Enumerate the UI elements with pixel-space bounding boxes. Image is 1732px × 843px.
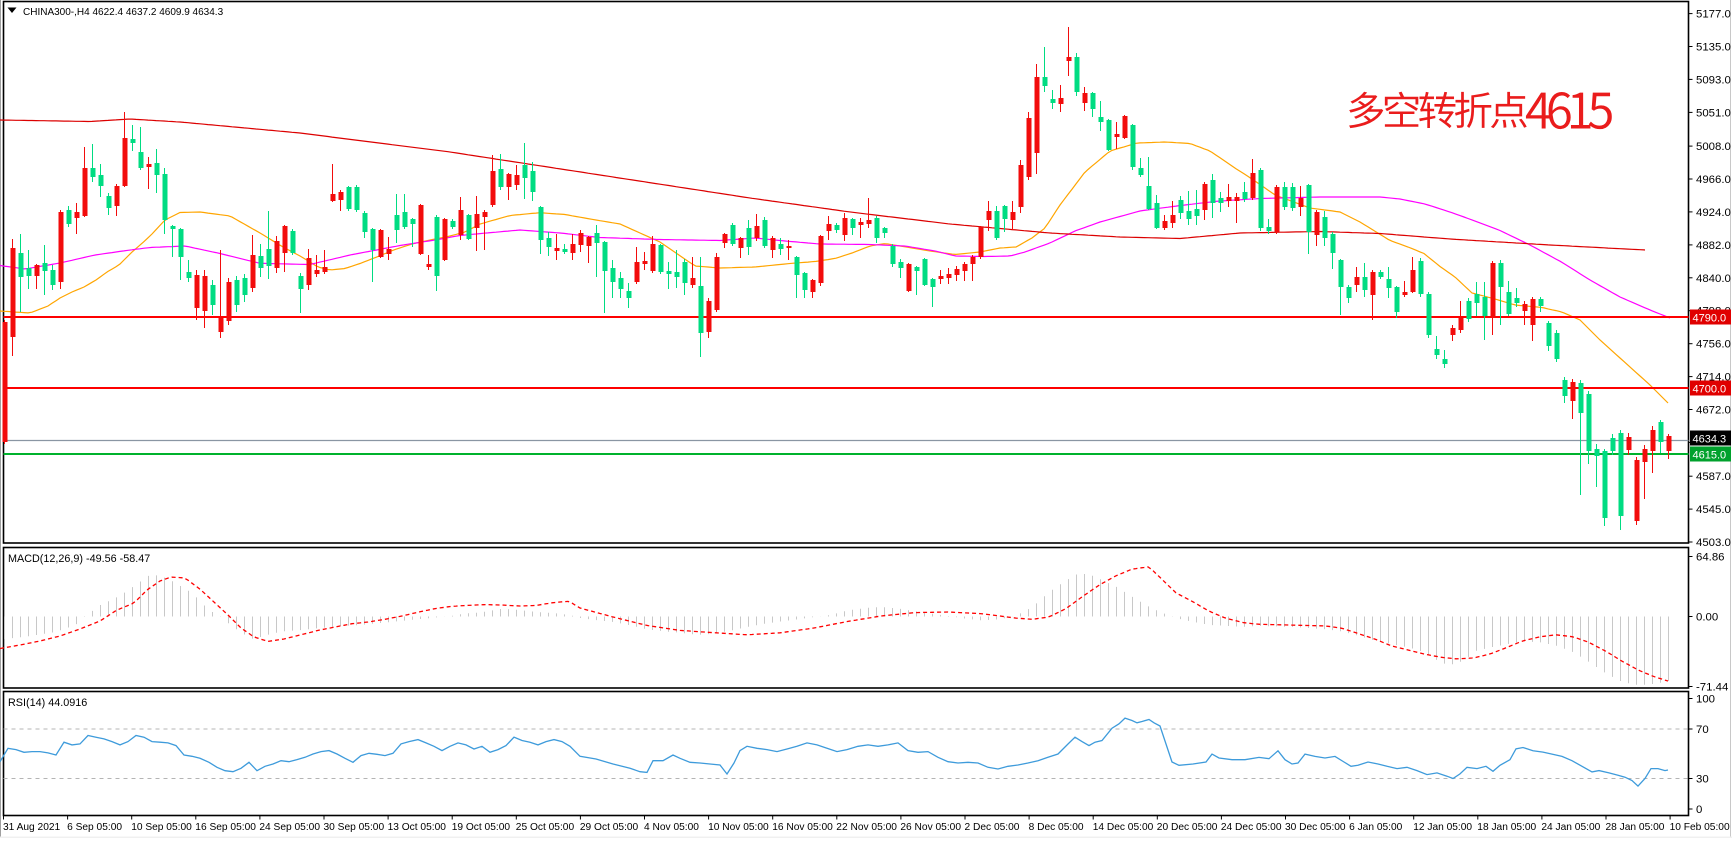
svg-text:5008.0: 5008.0	[1696, 141, 1731, 153]
svg-text:4700.0: 4700.0	[1693, 384, 1727, 396]
svg-text:0.00: 0.00	[1696, 612, 1718, 624]
svg-text:5135.0: 5135.0	[1696, 42, 1731, 54]
svg-text:30: 30	[1696, 774, 1709, 786]
svg-text:18 Jan 05:00: 18 Jan 05:00	[1477, 822, 1536, 833]
svg-text:4924.0: 4924.0	[1696, 207, 1731, 219]
svg-text:4634.3: 4634.3	[1693, 434, 1727, 446]
svg-text:20 Dec 05:00: 20 Dec 05:00	[1157, 822, 1218, 833]
svg-text:10 Feb 05:00: 10 Feb 05:00	[1670, 822, 1730, 833]
svg-text:RSI(14) 44.0916: RSI(14) 44.0916	[8, 697, 87, 709]
svg-text:CHINA300-,H4 4622.4 4637.2 46: CHINA300-,H4 4622.4 4637.2 4609.9 4634.3	[23, 7, 224, 18]
svg-text:16 Nov 05:00: 16 Nov 05:00	[772, 822, 833, 833]
svg-text:10 Nov 05:00: 10 Nov 05:00	[708, 822, 769, 833]
svg-text:6 Sep 05:00: 6 Sep 05:00	[67, 822, 122, 833]
svg-text:0: 0	[1696, 804, 1702, 816]
svg-text:100: 100	[1696, 694, 1715, 706]
svg-text:5051.0: 5051.0	[1696, 107, 1731, 119]
svg-text:4545.0: 4545.0	[1696, 504, 1731, 516]
svg-text:22 Nov 05:00: 22 Nov 05:00	[836, 822, 897, 833]
svg-text:24 Dec 05:00: 24 Dec 05:00	[1221, 822, 1282, 833]
svg-text:4840.0: 4840.0	[1696, 273, 1731, 285]
svg-text:4615.0: 4615.0	[1693, 450, 1727, 462]
svg-text:16 Sep 05:00: 16 Sep 05:00	[195, 822, 256, 833]
svg-text:64.86: 64.86	[1696, 552, 1725, 564]
svg-text:30 Dec 05:00: 30 Dec 05:00	[1285, 822, 1346, 833]
svg-text:MACD(12,26,9) -49.56 -58.47: MACD(12,26,9) -49.56 -58.47	[8, 553, 150, 565]
svg-text:2 Dec 05:00: 2 Dec 05:00	[965, 822, 1020, 833]
svg-text:30 Sep 05:00: 30 Sep 05:00	[324, 822, 385, 833]
svg-text:5093.0: 5093.0	[1696, 74, 1731, 86]
svg-text:6 Jan 05:00: 6 Jan 05:00	[1349, 822, 1403, 833]
svg-text:4966.0: 4966.0	[1696, 174, 1731, 186]
svg-text:12 Jan 05:00: 12 Jan 05:00	[1413, 822, 1472, 833]
svg-text:14 Dec 05:00: 14 Dec 05:00	[1093, 822, 1154, 833]
svg-text:24 Sep 05:00: 24 Sep 05:00	[259, 822, 320, 833]
svg-text:29 Oct 05:00: 29 Oct 05:00	[580, 822, 639, 833]
svg-text:28 Jan 05:00: 28 Jan 05:00	[1606, 822, 1665, 833]
svg-text:25 Oct 05:00: 25 Oct 05:00	[516, 822, 575, 833]
svg-text:26 Nov 05:00: 26 Nov 05:00	[900, 822, 961, 833]
svg-text:10 Sep 05:00: 10 Sep 05:00	[131, 822, 192, 833]
svg-text:13 Oct 05:00: 13 Oct 05:00	[388, 822, 447, 833]
svg-text:4790.0: 4790.0	[1693, 313, 1727, 325]
svg-text:4587.0: 4587.0	[1696, 471, 1731, 483]
svg-text:4503.0: 4503.0	[1696, 537, 1731, 549]
svg-text:4 Nov 05:00: 4 Nov 05:00	[644, 822, 699, 833]
svg-text:19 Oct 05:00: 19 Oct 05:00	[452, 822, 511, 833]
svg-text:-71.44: -71.44	[1696, 682, 1728, 694]
svg-text:24 Jan 05:00: 24 Jan 05:00	[1541, 822, 1600, 833]
svg-text:70: 70	[1696, 724, 1709, 736]
svg-text:5177.0: 5177.0	[1696, 9, 1731, 21]
svg-text:31 Aug 2021: 31 Aug 2021	[3, 822, 61, 833]
svg-text:4882.0: 4882.0	[1696, 240, 1731, 252]
svg-text:4756.0: 4756.0	[1696, 339, 1731, 351]
svg-text:8 Dec 05:00: 8 Dec 05:00	[1029, 822, 1084, 833]
svg-text:4672.0: 4672.0	[1696, 405, 1731, 417]
